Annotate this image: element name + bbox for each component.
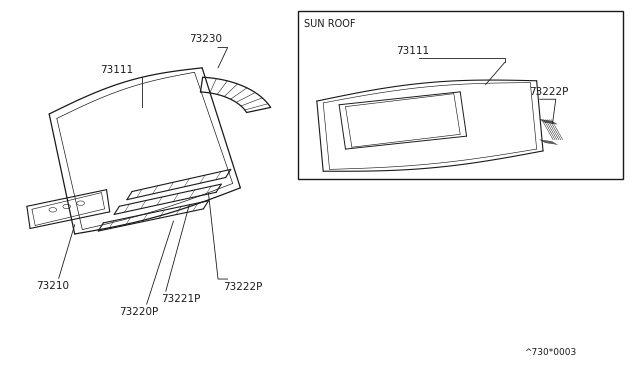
Text: ^730*0003: ^730*0003 xyxy=(524,348,576,357)
Text: 73222P: 73222P xyxy=(529,87,568,97)
Text: 73222P: 73222P xyxy=(223,282,262,292)
Text: 73210: 73210 xyxy=(36,281,69,291)
Bar xyxy=(298,11,623,179)
Text: 73221P: 73221P xyxy=(161,294,201,304)
Text: 73220P: 73220P xyxy=(119,307,159,317)
Text: 73230: 73230 xyxy=(189,34,222,44)
Text: SUN ROOF: SUN ROOF xyxy=(304,19,356,29)
Text: 73111: 73111 xyxy=(396,46,429,56)
Text: 73111: 73111 xyxy=(100,65,133,75)
